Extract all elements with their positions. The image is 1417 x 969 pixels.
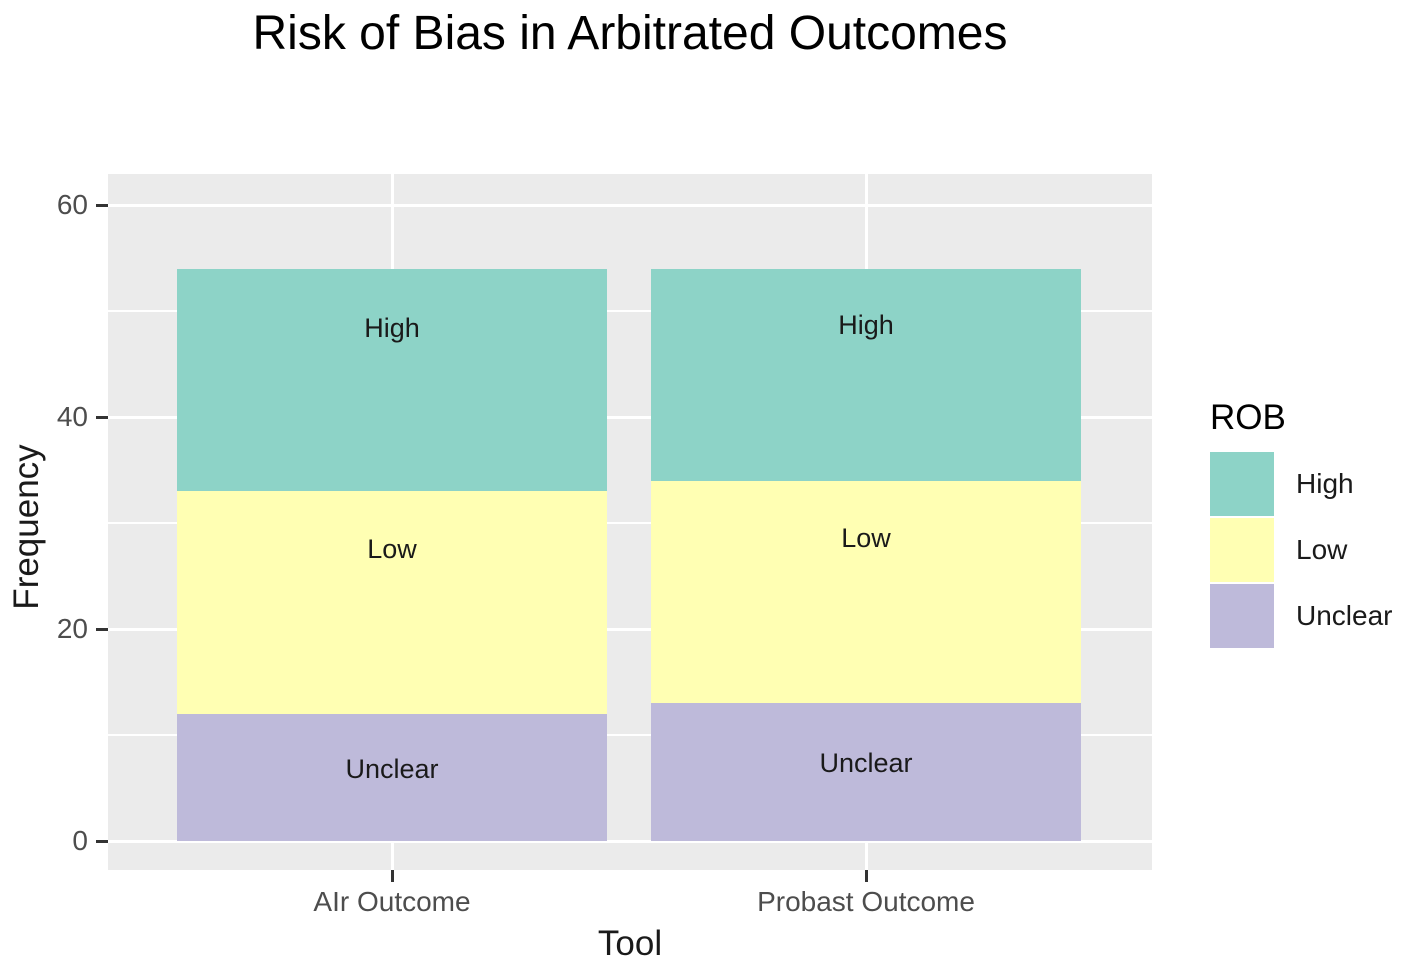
plot-panel: Unclear Low High Unclear Low High [108, 174, 1152, 870]
x-tick-label: Probast Outcome [757, 886, 975, 917]
gridline-major-y40 [108, 415, 1152, 419]
legend-swatch-unclear-icon [1210, 584, 1274, 648]
gridline-minor-y50 [108, 310, 1152, 312]
bar-segment-unclear: Unclear [177, 713, 607, 841]
x-tick-label: AIr Outcome [313, 886, 471, 917]
legend-item-low: Low [1210, 518, 1392, 582]
gridline-minor-y30 [108, 522, 1152, 524]
legend-swatch-low-icon [1210, 518, 1274, 582]
y-tick-mark [96, 415, 108, 419]
y-tick-label: 20 [56, 613, 88, 644]
bar-segment-label: High [364, 312, 420, 343]
bar-segment-high: High [177, 268, 607, 492]
bar-segment-label: High [838, 309, 894, 340]
bar-segment-unclear: Unclear [651, 703, 1081, 841]
bar-segment-high: High [651, 268, 1081, 481]
bar-segment-label: Low [367, 534, 417, 565]
legend-label-high: High [1296, 468, 1354, 499]
legend-item-unclear: Unclear [1210, 584, 1392, 648]
y-tick-label: 0 [72, 825, 88, 856]
legend-item-high: High [1210, 452, 1392, 516]
x-tick-mark [864, 870, 868, 882]
legend-swatch-high-icon [1210, 452, 1274, 516]
y-tick-label: 40 [56, 401, 88, 432]
legend-label-low: Low [1296, 534, 1348, 565]
legend-label-unclear: Unclear [1296, 600, 1393, 631]
y-tick-mark [96, 627, 108, 631]
gridline-major-y60 [108, 203, 1152, 207]
gridline-minor-y10 [108, 734, 1152, 736]
chart-title: Risk of Bias in Arbitrated Outcomes [252, 7, 1008, 60]
bar-segment-label: Unclear [345, 754, 439, 785]
legend: ROB High Low Unclear [1210, 398, 1392, 650]
y-tick-mark [96, 203, 108, 207]
bar-segment-label: Unclear [819, 748, 913, 779]
y-tick-mark [96, 839, 108, 843]
bar-segment-low: Low [651, 480, 1081, 704]
x-axis-title: Tool [597, 924, 663, 963]
bar-segment-low: Low [177, 491, 607, 714]
legend-title: ROB [1210, 398, 1286, 437]
gridline-major-y0 [108, 839, 1152, 843]
y-tick-label: 60 [56, 189, 88, 220]
gridline-major-y20 [108, 627, 1152, 631]
x-tick-mark [390, 870, 394, 882]
bar-segment-label: Low [841, 523, 891, 554]
